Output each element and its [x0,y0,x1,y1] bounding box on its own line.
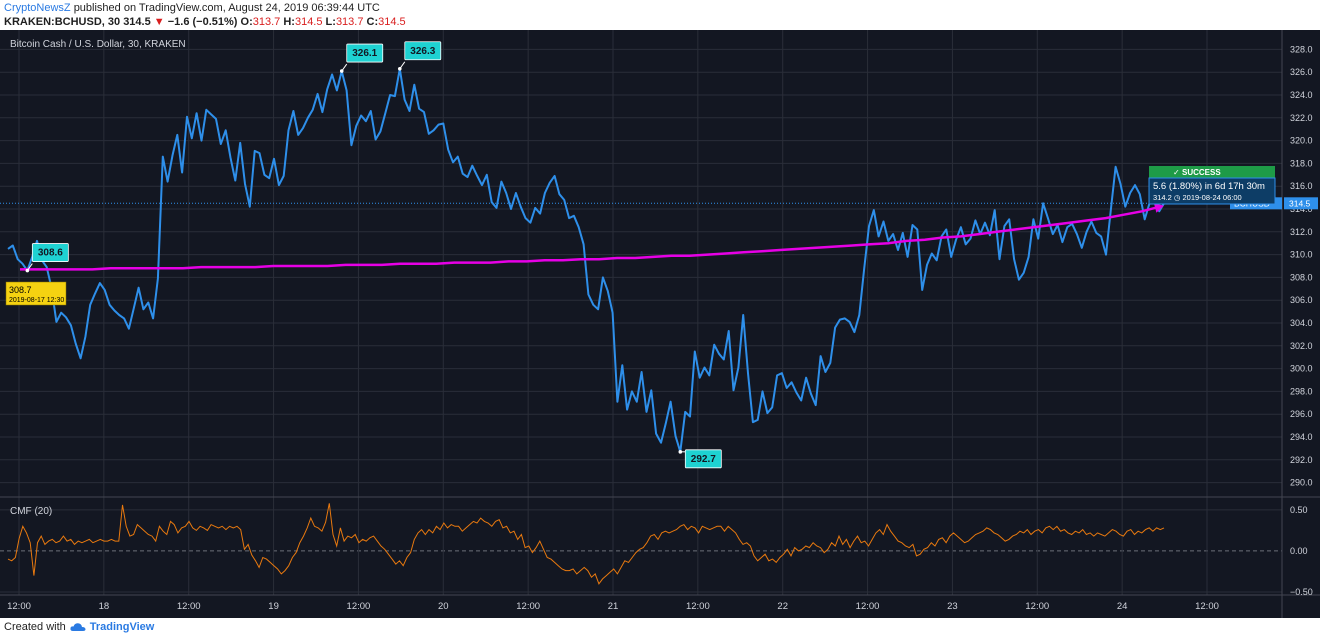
price-tick-label: 294.0 [1290,432,1313,442]
trend-arrow-line[interactable] [20,205,1161,271]
publish-line: CryptoNewsZ published on TradingView.com… [4,2,380,14]
start-date: 2019-08-17 12:30 [9,297,64,304]
time-tick-label: 12:00 [1195,601,1219,612]
indicator-axis[interactable]: 0.50 0.00 −0.50 [1290,505,1313,597]
time-tick-label: 12:00 [1025,601,1049,612]
price-callout-label: 326.1 [352,48,377,59]
price-tick-label: 292.0 [1290,455,1313,465]
time-tick-label: 23 [947,601,958,612]
indicator-grid [0,509,1282,593]
time-tick-label: 12:00 [686,601,710,612]
price-tick-label: 308.0 [1290,272,1313,282]
price-tick-label: 300.0 [1290,364,1313,374]
trend-arrow-head [1153,203,1164,213]
chart-background [0,30,1320,618]
price-tick-label: 306.0 [1290,295,1313,305]
price-callout-label: 308.6 [38,248,63,259]
published-text: published on TradingView.com, August 24,… [73,2,380,14]
time-tick-label: 12:00 [347,601,371,612]
price-tick-label: 322.0 [1290,113,1313,123]
price-tick-label: 312.0 [1290,227,1313,237]
high-value: 314.5 [294,16,323,28]
start-price-box: 308.7 2019-08-17 12:30 [5,281,67,306]
price-tick-label: 320.0 [1290,136,1313,146]
created-with-label: Created with [4,621,66,633]
time-tick-label: 22 [777,601,788,612]
time-tick-label: 19 [268,601,279,612]
price-callout: 326.3 [397,41,442,71]
symbol-ohlc-line: KRAKEN:BCHUSD, 30 314.5 ▼ −1.6 (−0.51%) … [4,16,406,28]
time-grid [18,30,1208,595]
last-price-value: 314.5 [1289,198,1311,208]
price-callout-label: 292.7 [691,454,716,465]
time-tick-label: 24 [1117,601,1128,612]
result-box: ✓ SUCCESS 5.6 (1.80%) in 6d 17h 30m 314.… [1148,166,1276,205]
price-tick-label: 324.0 [1290,90,1313,100]
close-label: C: [366,16,379,28]
price-tick-label: 296.0 [1290,409,1313,419]
time-axis[interactable]: 12:00 18 12:00 19 12:00 20 12:00 21 12:00 22 12:00… [7,601,1219,612]
price-tick-label: 310.0 [1290,250,1313,260]
time-tick-label: 12:00 [856,601,880,612]
chart-canvas[interactable]: 290.0 292.0 294.0 296.0 298.0 300.0 302.0 304.0… [0,30,1320,618]
start-price: 308.7 [9,285,32,295]
price-tick-label: 298.0 [1290,386,1313,396]
time-tick-label: 20 [438,601,449,612]
time-tick-label: 12:00 [177,601,201,612]
low-value: 313.7 [335,16,364,28]
indicator-tick-label: 0.00 [1290,546,1308,556]
time-tick-label: 21 [608,601,619,612]
price-callout: 292.7 [678,449,722,469]
price-tick-label: 328.0 [1290,44,1313,54]
close-value: 314.5 [378,16,406,28]
indicator-tick-label: −0.50 [1290,587,1313,597]
down-arrow-icon: ▼ [153,16,165,28]
result-line-2: 314.2 ◷ 2019-08-24 06:00 [1153,193,1242,202]
price-callout: 326.1 [339,43,384,73]
price-callout: 308.6 [25,243,69,273]
low-label: L: [325,16,336,28]
indicator-title: CMF (20) [10,506,52,517]
price-axis[interactable]: 290.0 292.0 294.0 296.0 298.0 300.0 302.0 304.0… [1290,44,1313,487]
annotations: 308.6 326.1 326.3 292.7 [25,41,722,469]
result-status: SUCCESS [1182,168,1221,177]
cmf-series-line[interactable] [7,503,1165,585]
price-tick-label: 318.0 [1290,158,1313,168]
price-tick-label: 316.0 [1290,181,1313,191]
chart-title: Bitcoin Cash / U.S. Dollar, 30, KRAKEN [10,39,186,50]
footer: Created with TradingView [4,621,154,633]
price-tick-label: 290.0 [1290,478,1313,488]
high-label: H: [283,16,295,28]
result-line-1: 5.6 (1.80%) in 6d 17h 30m [1153,181,1265,192]
time-tick-label: 18 [99,601,110,612]
open-value: 313.7 [252,16,281,28]
price-grid [0,48,1282,484]
price-tick-label: 302.0 [1290,341,1313,351]
cloud-icon [70,623,86,631]
open-label: O: [240,16,253,28]
price-tick-label: 304.0 [1290,318,1313,328]
time-tick-label: 12:00 [7,601,31,612]
check-icon: ✓ [1173,168,1180,177]
last-price: 314.5 [123,16,151,28]
change-value: −1.6 (−0.51%) [167,16,238,28]
symbol-label: KRAKEN:BCHUSD, 30 [4,16,121,28]
tradingview-logo-text[interactable]: TradingView [89,621,155,633]
price-callout-label: 326.3 [410,46,435,57]
indicator-tick-label: 0.50 [1290,505,1308,515]
price-tick-label: 326.0 [1290,67,1313,77]
publisher-name[interactable]: CryptoNewsZ [4,2,71,14]
time-tick-label: 12:00 [516,601,540,612]
